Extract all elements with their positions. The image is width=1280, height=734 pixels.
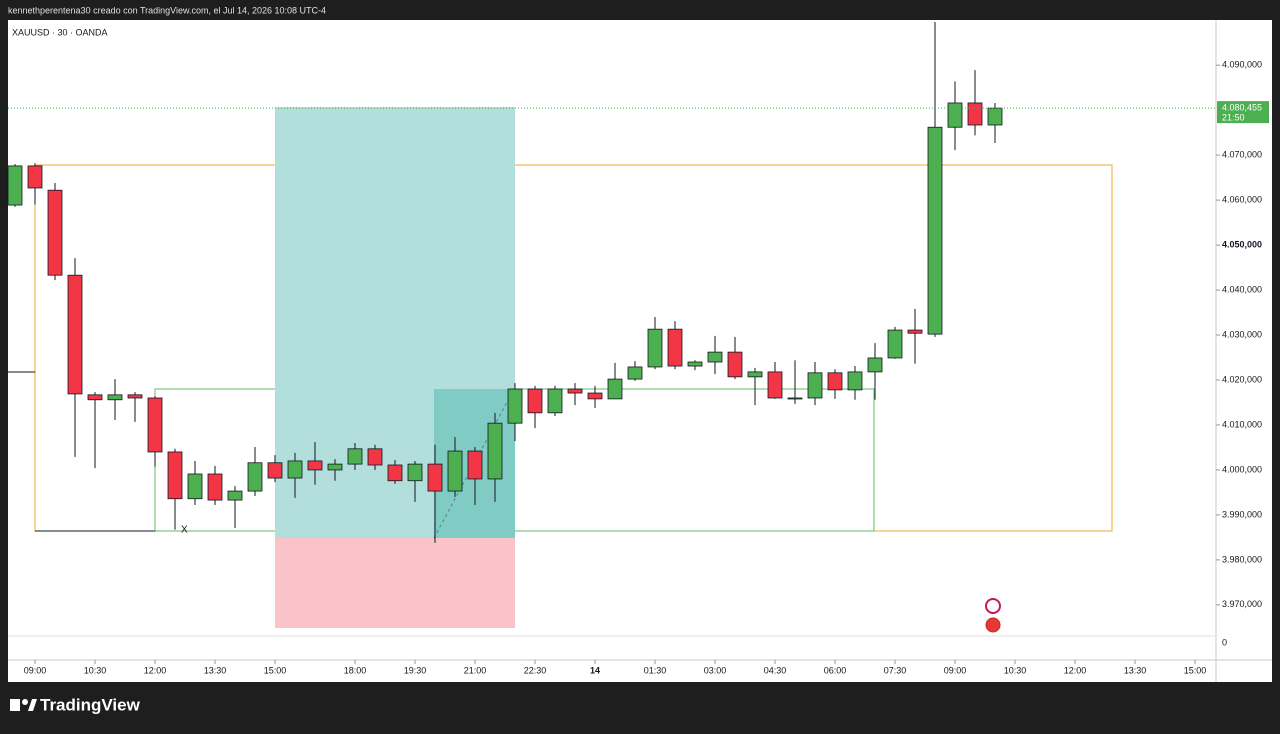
candle-body xyxy=(727,351,743,378)
candle-body xyxy=(87,394,103,401)
loss-zone xyxy=(275,538,515,628)
last-price-badge xyxy=(1217,101,1269,124)
x-tick-label: 12:00 xyxy=(1064,665,1087,675)
candle-body xyxy=(227,490,243,501)
candle-body xyxy=(967,102,983,126)
candle-body xyxy=(487,422,503,480)
x-tick-label: 09:00 xyxy=(24,665,47,675)
candle-body xyxy=(567,388,583,394)
last-price-label: 4.080,455 xyxy=(1222,102,1262,112)
brand-logo xyxy=(10,699,37,711)
candle-body xyxy=(427,463,443,492)
candle-body xyxy=(167,451,183,500)
candle-body xyxy=(367,448,383,466)
candle-body xyxy=(867,357,883,373)
candle-body xyxy=(607,378,623,400)
candle-body xyxy=(447,450,463,492)
candle-body xyxy=(827,372,843,391)
candle-body xyxy=(747,371,763,378)
candle-body xyxy=(467,450,483,480)
x-tick-label: 06:00 xyxy=(824,665,847,675)
candle-body xyxy=(147,397,163,453)
lower-pane-tick: 0 xyxy=(1222,637,1227,647)
candle-body xyxy=(987,107,1003,126)
x-tick-label: 01:30 xyxy=(644,665,667,675)
plot: 4.090,000 4.070,000 4.060,000 4.050,000 4.04… xyxy=(7,22,1269,675)
candle-body xyxy=(847,371,863,391)
y-tick-label: 4.020,000 xyxy=(1222,374,1262,384)
candle-body xyxy=(187,473,203,500)
x-tick-label: 19:30 xyxy=(404,665,427,675)
candle-body xyxy=(287,460,303,479)
chart-area xyxy=(8,20,1272,682)
candle-body xyxy=(307,460,323,471)
y-tick-label: 4.060,000 xyxy=(1222,194,1262,204)
candle-body xyxy=(907,329,923,334)
candle-body xyxy=(67,274,83,395)
x-tick-label: 22:30 xyxy=(524,665,547,675)
candle-body xyxy=(407,463,423,482)
candle-body xyxy=(47,189,63,276)
y-tick-label: 3.990,000 xyxy=(1222,509,1262,519)
candle-body xyxy=(667,328,683,367)
symbol-title: XAUUSD · 30 · OANDA xyxy=(12,27,108,37)
candle-body xyxy=(527,388,543,414)
countdown: 21:50 xyxy=(1222,112,1245,122)
x-tick-label: 15:00 xyxy=(264,665,287,675)
candle-body xyxy=(27,165,43,189)
y-tick-label: 3.980,000 xyxy=(1222,554,1262,564)
y-tick-label: 3.970,000 xyxy=(1222,599,1262,609)
x-tick-label: 13:30 xyxy=(204,665,227,675)
x-tick-label: 13:30 xyxy=(1124,665,1147,675)
candle-body xyxy=(627,366,643,380)
candle-body xyxy=(787,397,803,400)
x-tick-label: 12:00 xyxy=(144,665,167,675)
y-tick-label: 4.000,000 xyxy=(1222,464,1262,474)
candle-body xyxy=(687,361,703,367)
candle-body xyxy=(767,371,783,399)
brand-name: TradingView xyxy=(40,695,141,714)
candle-body xyxy=(647,328,663,368)
y-tick-label: 4.050,000 xyxy=(1222,239,1262,249)
candle-body xyxy=(707,351,723,363)
event-icon[interactable] xyxy=(985,598,1001,614)
x-tick-label: 18:00 xyxy=(344,665,367,675)
x-tick-label: 14 xyxy=(590,665,600,675)
candle-body xyxy=(347,448,363,465)
flag-icon[interactable] xyxy=(985,617,1001,633)
candle-body xyxy=(327,463,343,471)
candle-body xyxy=(207,473,223,501)
x-tick-label: 15:00 xyxy=(1184,665,1207,675)
candle-body xyxy=(927,126,943,335)
x-tick-label: 03:00 xyxy=(704,665,727,675)
y-tick-label: 4.090,000 xyxy=(1222,60,1262,70)
candle-body xyxy=(587,392,603,400)
x-tick-label: 10:30 xyxy=(84,665,107,675)
marker: X xyxy=(181,525,188,536)
x-tick-label: 09:00 xyxy=(944,665,967,675)
header-text: kennethperentena30 creado con TradingVie… xyxy=(8,5,326,15)
candle-body xyxy=(807,372,823,399)
candle-body xyxy=(107,394,123,401)
y-tick-label: 4.010,000 xyxy=(1222,419,1262,429)
candle-body xyxy=(947,102,963,128)
y-tick-label: 4.030,000 xyxy=(1222,329,1262,339)
candle-body xyxy=(507,388,523,424)
x-tick-label: 10:30 xyxy=(1004,665,1027,675)
y-tick-label: 4.040,000 xyxy=(1222,284,1262,294)
candle-body xyxy=(247,462,263,492)
candle-body xyxy=(127,394,143,399)
candle-body xyxy=(547,388,563,414)
y-tick-label: 4.070,000 xyxy=(1222,149,1262,159)
candle-body xyxy=(7,165,23,206)
candle-body xyxy=(887,329,903,359)
x-tick-label: 21:00 xyxy=(464,665,487,675)
x-tick-label: 07:30 xyxy=(884,665,907,675)
candle-body xyxy=(387,464,403,482)
x-tick-label: 04:30 xyxy=(764,665,787,675)
candle-body xyxy=(267,462,283,479)
